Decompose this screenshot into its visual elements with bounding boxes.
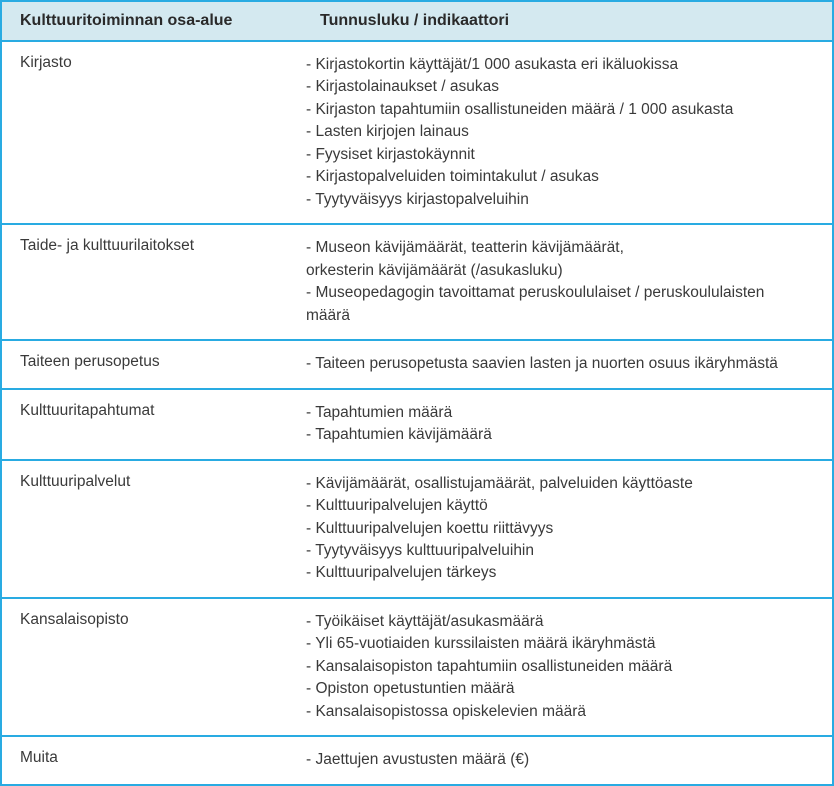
culture-indicators-table: Kulttuuritoiminnan osa-alue Tunnusluku /… [0, 0, 834, 786]
row-indicators: - Taiteen perusopetusta saavien lasten j… [302, 341, 832, 387]
row-indicators: - Työikäiset käyttäjät/asukasmäärä- Yli … [302, 599, 832, 735]
row-indicators: - Kävijämäärät, osallistujamäärät, palve… [302, 461, 832, 597]
row-label: Taiteen perusopetus [2, 341, 302, 387]
row-indicators: - Kirjastokortin käyttäjät/1 000 asukast… [302, 42, 832, 223]
indicator-line: orkesterin kävijämäärät (/asukasluku) [306, 260, 814, 282]
table-body: Kirjasto- Kirjastokortin käyttäjät/1 000… [2, 42, 832, 784]
table-row: Taiteen perusopetus- Taiteen perusopetus… [2, 341, 832, 389]
indicator-line: määrä [306, 305, 814, 327]
indicator-line: - Yli 65-vuotiaiden kurssilaisten määrä … [306, 633, 814, 655]
row-indicators: - Tapahtumien määrä- Tapahtumien kävijäm… [302, 390, 832, 459]
indicator-line: - Kävijämäärät, osallistujamäärät, palve… [306, 473, 814, 495]
table-row: Kulttuuripalvelut- Kävijämäärät, osallis… [2, 461, 832, 599]
indicator-line: - Opiston opetustuntien määrä [306, 678, 814, 700]
row-label: Kulttuuripalvelut [2, 461, 302, 597]
header-col-2: Tunnusluku / indikaattori [302, 2, 832, 40]
indicator-line: - Jaettujen avustusten määrä (€) [306, 749, 814, 771]
indicator-line: - Museopedagogin tavoittamat peruskoulul… [306, 282, 814, 304]
indicator-line: - Tyytyväisyys kirjastopalveluihin [306, 189, 814, 211]
row-label: Muita [2, 737, 302, 783]
indicator-line: - Kulttuuripalvelujen käyttö [306, 495, 814, 517]
row-label: Kirjasto [2, 42, 302, 223]
indicator-line: - Työikäiset käyttäjät/asukasmäärä [306, 611, 814, 633]
row-label: Taide- ja kulttuurilaitokset [2, 225, 302, 339]
indicator-line: - Kulttuuripalvelujen tärkeys [306, 562, 814, 584]
row-label: Kansalaisopisto [2, 599, 302, 735]
indicator-line: - Museon kävijämäärät, teatterin kävijäm… [306, 237, 814, 259]
table-header-row: Kulttuuritoiminnan osa-alue Tunnusluku /… [2, 2, 832, 42]
indicator-line: - Kirjastolainaukset / asukas [306, 76, 814, 98]
indicator-line: - Tapahtumien määrä [306, 402, 814, 424]
table-row: Muita- Jaettujen avustusten määrä (€) [2, 737, 832, 783]
row-indicators: - Museon kävijämäärät, teatterin kävijäm… [302, 225, 832, 339]
indicator-line: - Kulttuuripalvelujen koettu riittävyys [306, 518, 814, 540]
table-row: Kulttuuritapahtumat- Tapahtumien määrä- … [2, 390, 832, 461]
header-col-1: Kulttuuritoiminnan osa-alue [2, 2, 302, 40]
row-label: Kulttuuritapahtumat [2, 390, 302, 459]
indicator-line: - Kirjastokortin käyttäjät/1 000 asukast… [306, 54, 814, 76]
table-row: Kansalaisopisto- Työikäiset käyttäjät/as… [2, 599, 832, 737]
indicator-line: - Fyysiset kirjastokäynnit [306, 144, 814, 166]
indicator-line: - Taiteen perusopetusta saavien lasten j… [306, 353, 814, 375]
row-indicators: - Jaettujen avustusten määrä (€) [302, 737, 832, 783]
table-row: Kirjasto- Kirjastokortin käyttäjät/1 000… [2, 42, 832, 225]
indicator-line: - Kirjaston tapahtumiin osallistuneiden … [306, 99, 814, 121]
indicator-line: - Kansalaisopistossa opiskelevien määrä [306, 701, 814, 723]
indicator-line: - Tapahtumien kävijämäärä [306, 424, 814, 446]
indicator-line: - Kirjastopalveluiden toimintakulut / as… [306, 166, 814, 188]
indicator-line: - Tyytyväisyys kulttuuripalveluihin [306, 540, 814, 562]
table-row: Taide- ja kulttuurilaitokset- Museon käv… [2, 225, 832, 341]
indicator-line: - Kansalaisopiston tapahtumiin osallistu… [306, 656, 814, 678]
indicator-line: - Lasten kirjojen lainaus [306, 121, 814, 143]
